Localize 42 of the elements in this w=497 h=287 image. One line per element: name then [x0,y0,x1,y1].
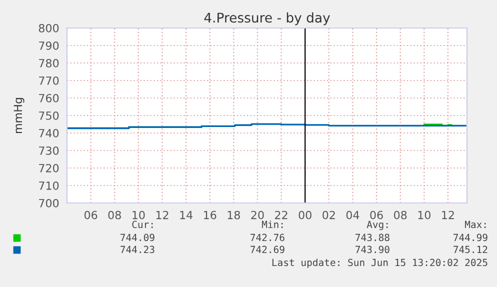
y-tick-label: 800 [38,24,59,32]
x-tick-label: 22 [275,210,288,220]
y-tick-label: 780 [39,58,59,68]
x-tick-label: 02 [322,210,335,220]
text: Last update: Sun Jun 15 13:20:02 2025 [272,258,488,268]
text: 744.09 [120,234,154,242]
x-tick-label: 06 [84,210,98,220]
x-tick-label: 12 [156,210,168,220]
x-tick-label: 10 [132,210,145,220]
text: 743.88 [356,234,390,242]
y-tick-label: 760 [39,94,59,102]
y-tick-label: 770 [39,76,59,85]
y-tick-label: 710 [39,181,59,190]
x-tick-label: 08 [394,210,407,220]
y-tick-label: 720 [39,164,59,172]
text: 742.76 [250,234,284,242]
text: 742.69 [250,246,284,254]
y-tick-label: 740 [39,128,59,138]
y-tick-label: 700 [39,198,59,208]
text: 744.23 [120,246,154,254]
text: 745.12 [454,246,488,254]
x-tick-label: 00 [298,210,312,220]
x-tick-label: 12 [442,210,454,220]
text: Avg: [366,220,388,230]
chart-title: 4.Pressure - by day [204,12,330,26]
x-tick-label: 10 [418,210,430,220]
text: Min: [262,220,283,228]
text: Max: [464,220,486,228]
x-tick-label: 06 [370,210,383,220]
y-tick-label: 790 [39,41,59,50]
x-tick-label: 08 [108,210,121,220]
text: Cur: [132,220,153,228]
x-tick-label: 20 [251,210,264,220]
text: 744.99 [454,234,488,242]
y-tick-label: 750 [39,111,59,120]
x-tick-label: 18 [228,210,240,220]
x-tick-label: 16 [204,210,216,220]
y-axis-title: mmHg [14,98,24,134]
x-tick-label: 14 [180,210,192,220]
y-tick-label: 730 [39,146,59,155]
text: 743.90 [356,246,390,254]
x-tick-label: 04 [346,210,360,220]
